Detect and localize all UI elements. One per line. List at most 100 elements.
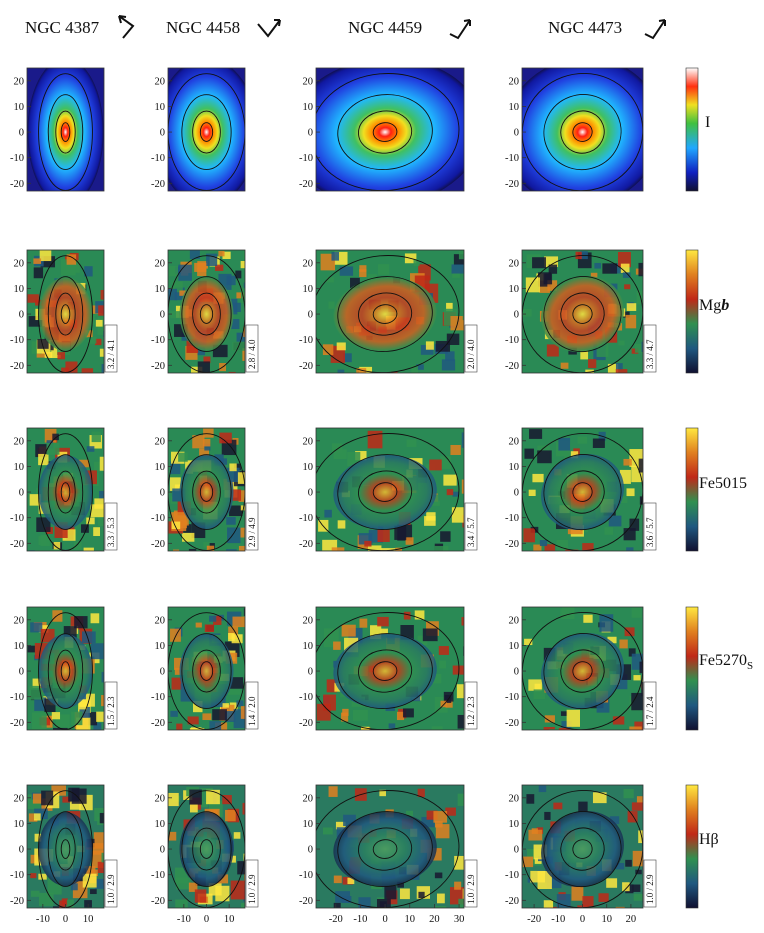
map-bin bbox=[623, 528, 636, 541]
map-bin bbox=[240, 706, 245, 719]
map-bin bbox=[188, 882, 198, 892]
map-bin bbox=[101, 852, 104, 863]
isophote-contour bbox=[181, 454, 232, 530]
isophote-contour bbox=[572, 839, 593, 859]
y-tick-label: 10 bbox=[509, 819, 520, 830]
map-frame bbox=[26, 606, 105, 731]
map-bin bbox=[341, 624, 356, 637]
range-label: 3.6 / 5.7 bbox=[645, 517, 655, 547]
map-bin bbox=[62, 796, 71, 803]
map-bin bbox=[632, 850, 643, 867]
isophote-contour bbox=[337, 633, 433, 709]
y-tick-label: 0 bbox=[160, 310, 165, 321]
x-tick-label: -10 bbox=[177, 914, 191, 925]
isophote-contour bbox=[55, 827, 76, 871]
map-bin bbox=[33, 267, 44, 279]
isophote-contour bbox=[60, 661, 71, 681]
map-bin bbox=[638, 458, 643, 473]
colorbar-label-sub: b bbox=[721, 297, 730, 314]
map-bin bbox=[203, 356, 211, 364]
map-bin bbox=[638, 262, 643, 277]
range-label: 3.3 / 5.3 bbox=[106, 517, 116, 547]
map-panel: 20 10 0 -10 -20 3.3 / 4.7 bbox=[505, 249, 657, 374]
x-tick-label: -10 bbox=[36, 914, 50, 925]
y-tick-label: -20 bbox=[10, 539, 24, 550]
colorbar-label-fe5270s: Fe5270S bbox=[699, 652, 753, 672]
map-bin bbox=[635, 869, 642, 875]
map-bin bbox=[615, 363, 623, 370]
y-tick-label: 0 bbox=[308, 845, 313, 856]
isophote-contour bbox=[168, 433, 245, 551]
map-bin bbox=[582, 896, 594, 907]
index-map-core bbox=[541, 454, 624, 530]
map-panel: 20 10 0 -10 -20 bbox=[151, 67, 246, 192]
map-bin bbox=[639, 661, 643, 674]
map-bin bbox=[343, 353, 352, 363]
index-map-core bbox=[179, 455, 234, 529]
map-bin bbox=[606, 878, 618, 888]
y-tick-label: 0 bbox=[514, 667, 519, 678]
map-bin bbox=[417, 788, 425, 797]
map-bin bbox=[414, 610, 425, 620]
map-bin bbox=[171, 521, 181, 530]
map-bin bbox=[533, 544, 542, 551]
y-tick-label: 10 bbox=[155, 641, 166, 652]
map-frame bbox=[26, 427, 105, 552]
map-bin bbox=[31, 341, 42, 354]
map-bin bbox=[203, 542, 210, 548]
map-bin bbox=[525, 277, 541, 293]
map-bin bbox=[624, 284, 631, 290]
range-label: 1.0 / 2.9 bbox=[247, 874, 257, 904]
map-bin bbox=[199, 448, 210, 456]
map-bin bbox=[624, 627, 635, 637]
map-bin bbox=[446, 302, 453, 312]
map-bin bbox=[622, 272, 631, 278]
y-tick-label: -20 bbox=[151, 179, 165, 190]
range-box bbox=[464, 324, 478, 373]
map-bin bbox=[331, 251, 340, 261]
map-bin bbox=[66, 254, 77, 265]
map-bin bbox=[212, 709, 227, 721]
x-tick-label: -20 bbox=[527, 914, 541, 925]
isophote-contour bbox=[192, 110, 221, 154]
map-bin bbox=[240, 505, 245, 511]
y-tick-label: 10 bbox=[155, 462, 166, 473]
isophote-contour bbox=[181, 633, 232, 709]
map-bin bbox=[462, 888, 464, 899]
map-bin bbox=[96, 711, 104, 722]
x-tick-label: 10 bbox=[601, 914, 612, 925]
isophote-contour bbox=[522, 432, 643, 551]
map-bin bbox=[34, 833, 42, 842]
intensity-map bbox=[522, 68, 643, 191]
map-bin bbox=[549, 729, 558, 730]
map-bin bbox=[324, 509, 332, 518]
map-bin bbox=[52, 906, 60, 908]
map-bin bbox=[240, 260, 245, 269]
map-panel: 20 10 0 -10 -20 1.7 / 2.4 bbox=[505, 606, 657, 731]
map-bin bbox=[40, 535, 50, 547]
map-bin bbox=[222, 703, 229, 708]
map-bin bbox=[446, 333, 460, 345]
isophote-contour bbox=[358, 292, 413, 336]
isophote-contour bbox=[560, 292, 605, 336]
map-bin bbox=[69, 800, 81, 810]
map-bin bbox=[604, 527, 614, 535]
map-bin bbox=[337, 520, 346, 529]
isophote-contour bbox=[316, 612, 460, 730]
y-tick-label: 20 bbox=[14, 615, 25, 626]
map-bin bbox=[368, 545, 382, 551]
map-bin bbox=[629, 518, 640, 531]
map-panel: 20 10 0 -10 -20 -10 0 10 1.0 / 2.9 bbox=[151, 784, 259, 925]
range-label: 3.4 / 5.7 bbox=[466, 517, 476, 547]
map-bin bbox=[52, 433, 59, 441]
isophote-contour bbox=[358, 827, 413, 871]
y-tick-label: 10 bbox=[14, 819, 25, 830]
isophote-contour bbox=[560, 827, 605, 871]
map-bin bbox=[32, 793, 42, 804]
map-bin bbox=[53, 541, 61, 550]
map-frame bbox=[521, 427, 644, 552]
map-bin bbox=[99, 348, 104, 357]
map-bin bbox=[413, 259, 420, 267]
map-bin bbox=[406, 550, 417, 551]
map-frame bbox=[167, 249, 246, 374]
